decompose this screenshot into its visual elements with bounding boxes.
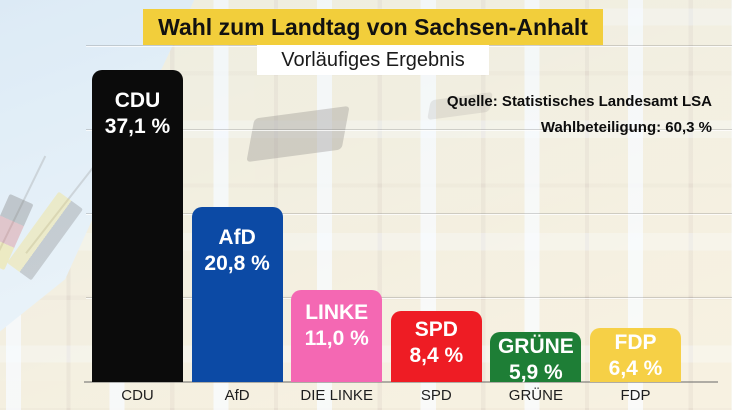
chart-subtitle: Vorläufiges Ergebnis: [257, 45, 489, 75]
bar-grüne: GRÜNE 5,9 %: [490, 332, 582, 384]
chart-baseline: [84, 381, 718, 383]
axis-label-cdu: CDU: [121, 387, 154, 404]
bar-party-label: SPD: [414, 317, 458, 341]
page-title: Wahl zum Landtag von Sachsen-Anhalt: [143, 9, 603, 45]
source-block: Quelle: Statistisches Landesamt LSA Wahl…: [447, 93, 712, 136]
bar-value-label: 8,4 %: [409, 343, 464, 367]
axis-label-fdp: FDP: [620, 387, 651, 404]
chart-header: Wahl zum Landtag von Sachsen-Anhalt Vorl…: [0, 9, 732, 75]
gridline-30-percent: [86, 129, 732, 130]
bar-cdu: CDU 37,1 %: [92, 70, 183, 382]
bar-party-label: CDU: [114, 89, 161, 113]
bar-party-label: FDP: [614, 331, 657, 355]
turnout-note: Wahlbeteiligung: 60,3 %: [540, 119, 712, 136]
bar-fdp: FDP 6,4 %: [590, 328, 681, 382]
bar-party-label: GRÜNE: [497, 335, 574, 359]
bar-value-label: 37,1 %: [104, 115, 171, 139]
bar-party-label: LINKE: [305, 301, 369, 325]
bar-value-label: 5,9 %: [509, 361, 563, 385]
axis-label-grüne: GRÜNE: [508, 387, 563, 404]
axis-label-afd: AfD: [224, 387, 250, 404]
bar-value-label: 11,0 %: [304, 327, 369, 351]
bar-linke: LINKE 11,0 %: [291, 289, 383, 382]
bar-value-label: 6,4 %: [608, 357, 663, 381]
gridline-10-percent: [86, 297, 732, 298]
axis-label-spd: SPD: [420, 387, 452, 404]
bar-spd: SPD 8,4 %: [390, 311, 482, 382]
bar-value-label: 20,8 %: [204, 252, 270, 276]
bar-party-label: AfD: [218, 226, 256, 250]
subtitle-row: Vorläufiges Ergebnis: [0, 45, 732, 75]
bar-afd: AfD 20,8 %: [191, 207, 283, 382]
gridline-20-percent: [86, 213, 732, 214]
source-note: Quelle: Statistisches Landesamt LSA: [446, 93, 712, 110]
axis-label-linke: DIE LINKE: [300, 387, 373, 404]
